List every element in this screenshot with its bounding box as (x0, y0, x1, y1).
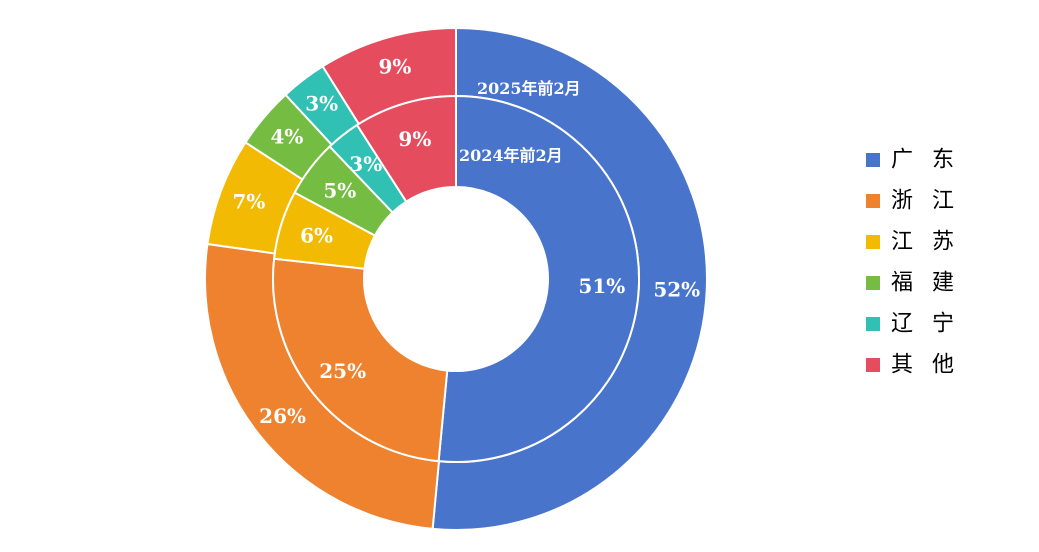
outer-pct-label-1: 26% (259, 404, 306, 428)
inner-pct-label-1: 25% (319, 359, 366, 383)
legend-label-4: 辽 宁 (891, 312, 960, 337)
inner-slice-0 (437, 94, 640, 463)
outer-pct-label-2: 7% (233, 190, 266, 214)
legend: 广 东浙 江江 苏福 建辽 宁其 他 (866, 148, 960, 378)
slices-layer (204, 26, 708, 531)
inner-pct-label-4: 3% (349, 152, 382, 176)
inner-slice-5 (355, 94, 457, 203)
inner-pct-label-0: 51% (578, 274, 625, 298)
legend-label-1: 浙 江 (891, 189, 960, 214)
legend-swatch-3 (866, 276, 880, 290)
labels-layer: 52%26%7%4%3%9%51%25%6%5%3%9% (233, 55, 701, 428)
legend-swatch-1 (866, 194, 880, 208)
inner-pct-label-5: 9% (398, 127, 431, 151)
legend-swatch-4 (866, 317, 880, 331)
inner-pct-label-3: 5% (323, 179, 356, 203)
legend-label-5: 其 他 (891, 353, 960, 378)
outer-pct-label-0: 52% (653, 277, 700, 301)
legend-label-3: 福 建 (891, 271, 960, 296)
inner-ring-title: 2024年前2月 (459, 146, 563, 165)
legend-swatch-5 (866, 358, 880, 372)
outer-pct-label-5: 9% (378, 55, 411, 79)
outer-pct-label-3: 4% (270, 125, 303, 149)
outer-ring-title: 2025年前2月 (477, 79, 581, 98)
legend-swatch-0 (866, 153, 880, 167)
legend-swatch-2 (866, 235, 880, 249)
legend-label-0: 广 东 (891, 148, 960, 173)
legend-label-2: 江 苏 (891, 230, 960, 255)
outer-pct-label-4: 3% (305, 91, 338, 115)
inner-pct-label-2: 6% (300, 224, 333, 248)
inner-slice-1 (272, 257, 449, 463)
